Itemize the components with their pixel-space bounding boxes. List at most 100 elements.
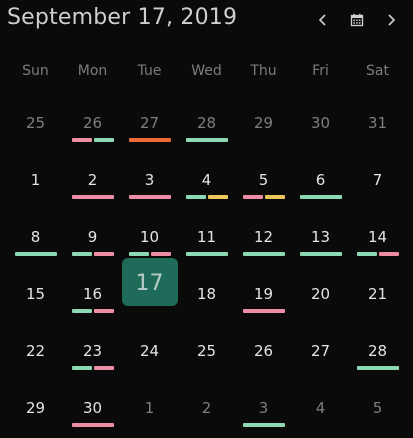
day-number: 29	[253, 114, 274, 132]
day-number: 15	[25, 285, 46, 303]
day-cell[interactable]: 13	[292, 210, 349, 267]
day-cell[interactable]: 28	[178, 96, 235, 153]
day-cell[interactable]: 30	[64, 381, 121, 438]
day-cell[interactable]: 5	[349, 381, 406, 438]
day-cell[interactable]: 24	[121, 324, 178, 381]
day-cell[interactable]: 19	[235, 267, 292, 324]
day-cell[interactable]: 1	[121, 381, 178, 438]
event-bar-pink	[71, 423, 114, 427]
weekday-label: Tue	[137, 63, 162, 79]
day-cell[interactable]: 20	[292, 267, 349, 324]
day-number: 30	[82, 399, 103, 417]
day-cell[interactable]: 31	[349, 96, 406, 153]
event-bar-green	[185, 195, 206, 199]
day-cell[interactable]: 6	[292, 153, 349, 210]
event-bar-green	[71, 252, 92, 256]
weekday-label: Wed	[191, 63, 222, 79]
day-number: 5	[258, 171, 269, 189]
day-cell[interactable]: 14	[349, 210, 406, 267]
event-bar-yellow	[264, 195, 285, 199]
event-bar-green	[128, 252, 149, 256]
day-number: 5	[372, 399, 383, 417]
day-cell[interactable]: 3	[121, 153, 178, 210]
day-cell[interactable]: 11	[178, 210, 235, 267]
day-number: 4	[201, 171, 212, 189]
day-cell[interactable]: 4	[178, 153, 235, 210]
day-cell[interactable]: 21	[349, 267, 406, 324]
day-number: 27	[310, 342, 331, 360]
event-bar-pink	[242, 309, 285, 313]
day-number: 12	[253, 228, 274, 246]
chevron-right-icon	[388, 14, 396, 26]
event-bar-pink	[93, 252, 114, 256]
day-cell[interactable]: 22	[7, 324, 64, 381]
day-cell[interactable]: 7	[349, 153, 406, 210]
day-cell[interactable]: 25	[7, 96, 64, 153]
day-cell[interactable]: 28	[349, 324, 406, 381]
day-number: 9	[87, 228, 98, 246]
day-cell[interactable]: 8	[7, 210, 64, 267]
calendar-header: September 17, 2019	[0, 0, 413, 40]
day-cell[interactable]: 27	[292, 324, 349, 381]
weekday-label: Sun	[22, 63, 49, 79]
day-cell[interactable]: 5	[235, 153, 292, 210]
event-bar-green	[299, 195, 342, 199]
month-title: September 17, 2019	[7, 5, 238, 30]
weekday-label: Mon	[77, 63, 108, 79]
next-month-button[interactable]	[379, 8, 403, 32]
day-cell[interactable]: 16	[64, 267, 121, 324]
calendar-icon	[350, 13, 364, 27]
event-bar-pink	[93, 309, 114, 313]
day-cell[interactable]: 30	[292, 96, 349, 153]
day-cell[interactable]: 18	[178, 267, 235, 324]
chevron-left-icon	[318, 14, 326, 26]
day-cell[interactable]: 29	[235, 96, 292, 153]
event-indicators	[299, 195, 342, 199]
event-indicators	[299, 252, 342, 256]
day-number: 19	[253, 285, 274, 303]
event-indicators	[185, 195, 228, 199]
day-number: 7	[372, 171, 383, 189]
day-number: 10	[139, 228, 160, 246]
day-cell[interactable]: 4	[292, 381, 349, 438]
day-cell[interactable]: 25	[178, 324, 235, 381]
day-number: 3	[258, 399, 269, 417]
event-bar-green	[356, 366, 399, 370]
day-cell[interactable]: 23	[64, 324, 121, 381]
event-bar-pink	[150, 252, 171, 256]
day-cell[interactable]: 12	[235, 210, 292, 267]
day-cell[interactable]: 1	[7, 153, 64, 210]
day-number: 29	[25, 399, 46, 417]
previous-month-button[interactable]	[311, 8, 335, 32]
weekday-label: Sat	[366, 63, 389, 79]
event-indicators	[71, 366, 114, 370]
event-indicators	[128, 195, 171, 199]
day-number: 27	[139, 114, 160, 132]
day-cell[interactable]: 3	[235, 381, 292, 438]
event-bar-pink	[242, 195, 263, 199]
day-number: 21	[367, 285, 388, 303]
event-bar-green	[299, 252, 342, 256]
event-indicators	[128, 252, 171, 256]
day-number: 20	[310, 285, 331, 303]
day-cell[interactable]: 15	[7, 267, 64, 324]
event-bar-orange	[128, 138, 171, 142]
today-highlight	[122, 258, 178, 306]
day-cell[interactable]: 26	[235, 324, 292, 381]
weekday-header-row: Sun Mon Tue Wed Thu Fri Sat	[7, 63, 406, 83]
day-cell[interactable]: 2	[178, 381, 235, 438]
event-indicators	[242, 309, 285, 313]
calendar-grid: 25 26 27 28 29 30 31 1 2 3 4 5 6 7 8 9 10 11 12 13 14 15 16 17 1…	[7, 96, 406, 438]
day-cell[interactable]: 26	[64, 96, 121, 153]
day-number: 25	[196, 342, 217, 360]
day-cell[interactable]: 2	[64, 153, 121, 210]
day-cell[interactable]: 27	[121, 96, 178, 153]
day-cell[interactable]: 10	[121, 210, 178, 267]
day-number: 30	[310, 114, 331, 132]
event-indicators	[71, 252, 114, 256]
today-calendar-button[interactable]	[345, 8, 369, 32]
day-number: 13	[310, 228, 331, 246]
day-cell[interactable]: 29	[7, 381, 64, 438]
day-cell[interactable]: 9	[64, 210, 121, 267]
day-cell-today[interactable]: 17	[121, 258, 178, 324]
